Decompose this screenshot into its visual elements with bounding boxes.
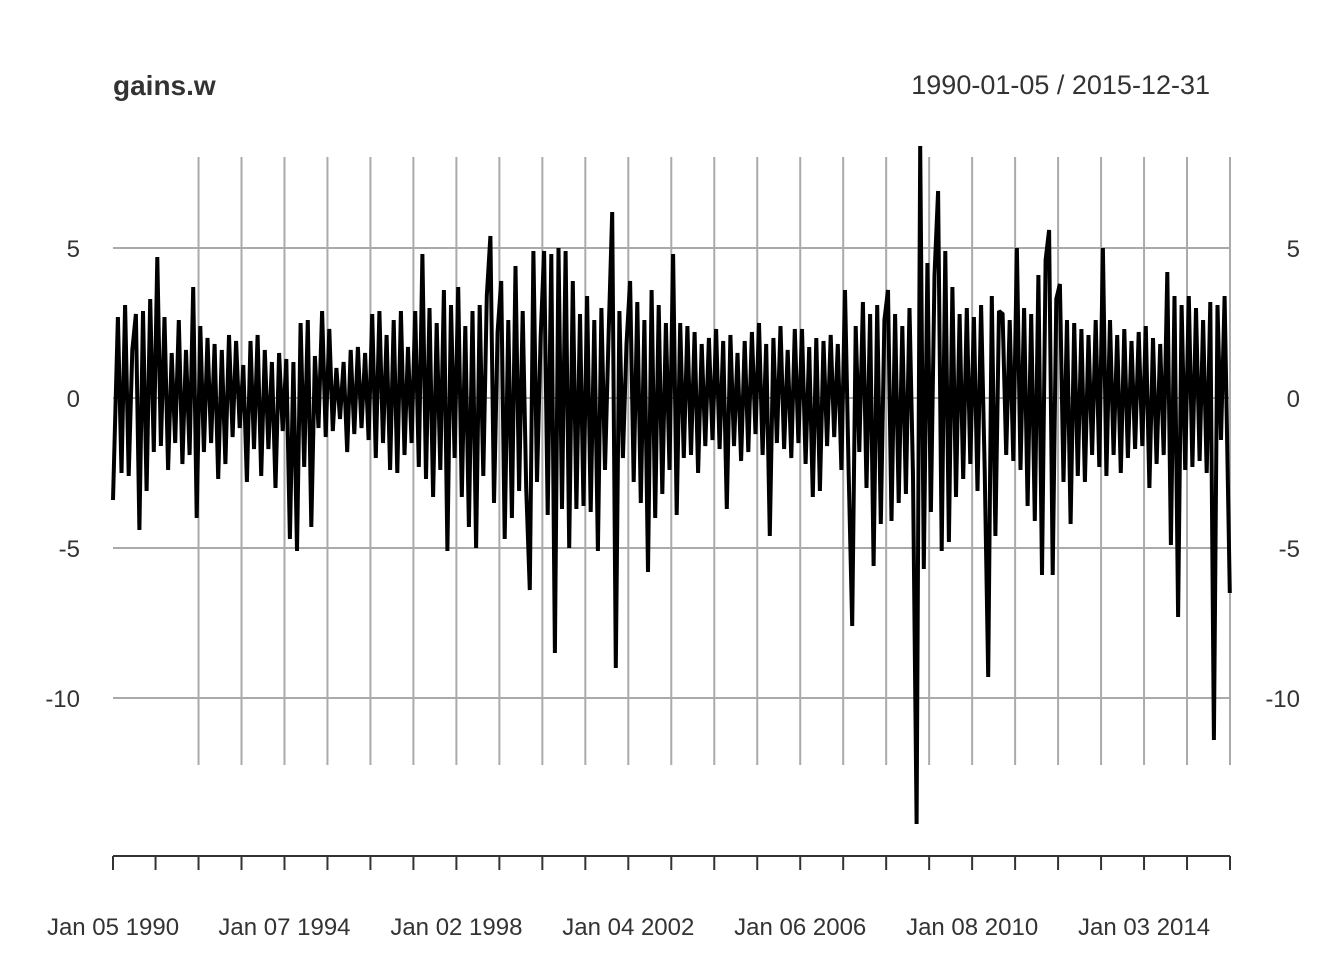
x-tick-label: Jan 05 1990 bbox=[47, 914, 179, 941]
y-axis-left: 5 0 -5 -10 bbox=[45, 236, 80, 713]
y-tick-label-left: 5 bbox=[67, 236, 80, 263]
series-line bbox=[111, 145, 1232, 825]
y-tick-label-left: 0 bbox=[67, 386, 80, 413]
date-range-label: 1990-01-05 / 2015-12-31 bbox=[911, 70, 1210, 100]
x-axis: Jan 05 1990 Jan 07 1994 Jan 02 1998 Jan 04 … bbox=[47, 855, 1231, 941]
x-tick-label: Jan 08 2010 bbox=[906, 914, 1038, 941]
y-tick-label-right: 5 bbox=[1287, 236, 1300, 263]
y-tick-label-left: -5 bbox=[59, 536, 80, 563]
chart-title: gains.w bbox=[113, 70, 216, 101]
y-tick-label-left: -10 bbox=[45, 686, 80, 713]
series bbox=[111, 145, 1232, 825]
x-tick-label: Jan 06 2006 bbox=[734, 914, 866, 941]
x-tick-label: Jan 03 2014 bbox=[1078, 914, 1210, 941]
y-tick-label-right: -5 bbox=[1279, 536, 1300, 563]
x-tick-label: Jan 02 1998 bbox=[390, 914, 522, 941]
y-axis-right: 5 0 -5 -10 bbox=[1265, 236, 1300, 713]
x-tick-label: Jan 07 1994 bbox=[218, 914, 350, 941]
x-tick-label: Jan 04 2002 bbox=[562, 914, 694, 941]
y-tick-label-right: 0 bbox=[1287, 386, 1300, 413]
grid bbox=[113, 157, 1231, 765]
y-tick-label-right: -10 bbox=[1265, 686, 1300, 713]
